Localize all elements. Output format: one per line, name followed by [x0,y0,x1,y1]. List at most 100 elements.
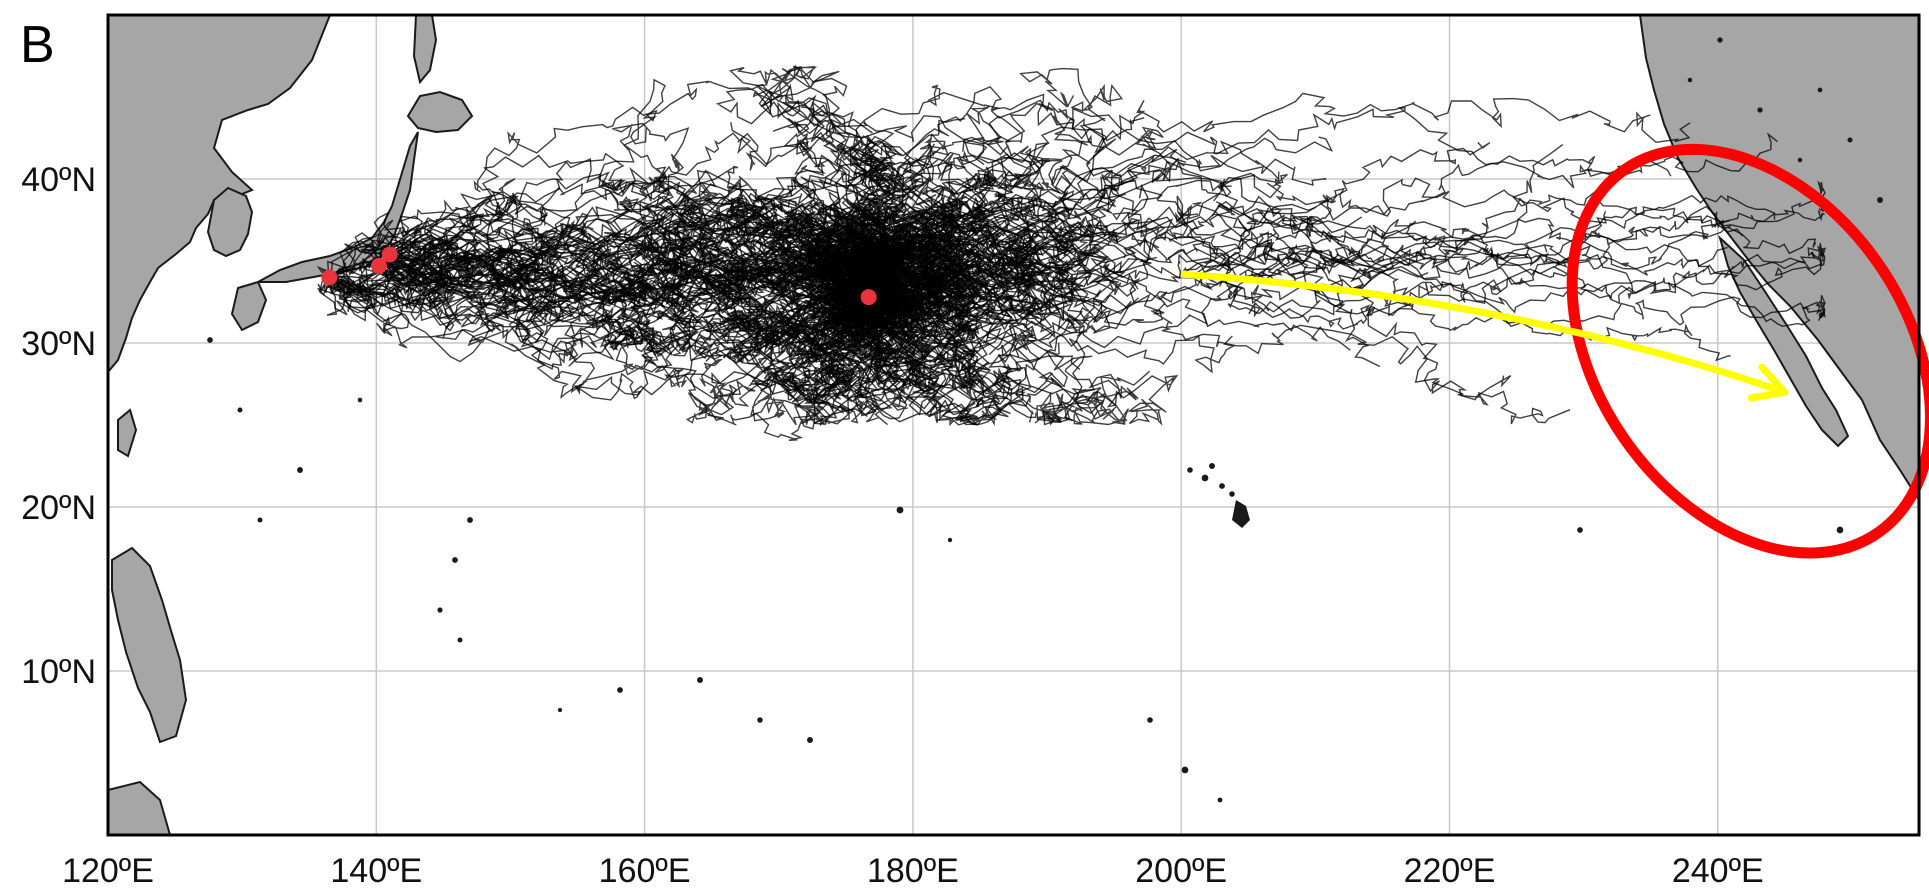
drifter-track [321,206,1199,313]
drifter-track [563,195,860,324]
island-dot [1847,137,1853,143]
island-dot [896,506,904,514]
drifter-track [1182,251,1826,316]
hawaii-big-island [1232,500,1250,528]
drifter-track [1252,205,1730,303]
island-dot [257,517,263,523]
lat-tick-label: 40ºN [21,161,96,199]
japan-kyushu [230,280,268,332]
drifter-track [379,84,1672,268]
lon-tick-label: 220ºE [1404,852,1496,890]
lon-tick-label: 200ºE [1135,852,1227,890]
drifter-track [849,287,1038,373]
lon-tick-label: 140ºE [330,852,422,890]
island-dot [697,677,703,683]
drifter-track [851,202,1139,290]
drifter-track [869,193,1229,392]
drifter-track [378,160,1363,285]
island-dot [437,607,443,613]
island-dot [1757,107,1763,113]
release-points [321,246,877,306]
lon-tick-label: 160ºE [599,852,691,890]
panel-label: B [20,16,55,74]
island-dot [1187,467,1193,473]
island-dot [467,517,473,523]
drifter-track [1192,218,1728,282]
island-dot [1577,527,1583,533]
lon-tick-label: 180ºE [867,852,959,890]
drifter-track [1168,213,1817,264]
island-dot [1817,87,1823,93]
north-america [1638,14,1920,504]
drifter-track [1243,132,1778,241]
island-dot [457,637,463,643]
drifter-track [872,261,990,386]
map-frame [106,13,1921,837]
island-dot [1717,37,1723,43]
island-dot [1219,483,1225,489]
island-dot [237,407,243,413]
asia-mainland [107,14,332,375]
latitude-tick-labels: 40ºN 30ºN 20ºN 10ºN [21,161,96,691]
drifter-track [1251,244,1826,328]
drifter-track [846,289,1032,427]
drifter-tracks [316,64,1827,441]
island-dot [452,557,458,563]
arrow-shaft [1180,270,1786,396]
island-dot [1229,491,1235,497]
release-point-marker [370,257,387,274]
taiwan [117,408,138,458]
release-point-marker [381,246,398,263]
island-dot [1836,526,1844,534]
japan-hokkaido [406,90,474,134]
philippines [111,546,188,744]
drifter-track [1223,237,1823,305]
island-dot [1687,77,1693,83]
island-dot [1797,157,1803,163]
release-point-marker [860,289,877,306]
landmasses [107,14,1920,836]
island-dot [557,707,563,713]
drifter-track [633,261,871,422]
drifter-track [378,256,967,441]
island-dot [1209,463,1215,469]
island-dot [207,337,213,343]
arrow-head [1747,363,1789,402]
lon-tick-label: 120ºE [62,852,154,890]
baja-california [1718,234,1850,448]
island-dot [1147,717,1153,723]
drifter-track [715,65,918,306]
highlight-ellipse [1566,143,1929,559]
drifter-track [779,185,1004,324]
island-dot [357,397,363,403]
map-plot-area [106,13,1929,837]
island-dot [757,717,763,723]
drift-direction-arrow [1180,270,1789,402]
drifter-track [794,94,957,304]
island-dot [947,537,953,543]
drifter-track [327,276,975,409]
lat-tick-label: 30ºN [21,325,96,363]
drifter-track [868,220,1132,334]
drifter-track [328,80,1232,278]
island-dot [1877,197,1883,203]
lon-tick-label: 240ºE [1672,852,1764,890]
small-islands [207,37,1883,803]
island-dot [297,467,303,473]
longitude-tick-labels: 120ºE 140ºE 160ºE 180ºE 200ºE 220ºE 240ºE [62,852,1764,890]
island-dot [1201,474,1209,482]
drifter-track [378,243,834,370]
island-dot [1217,797,1223,803]
island-dot [617,687,623,693]
drifter-track [877,280,1151,426]
release-point-marker [321,269,338,286]
drifter-track [329,226,1139,333]
island-dot [807,737,813,743]
korea-peninsula [206,186,254,258]
lat-tick-label: 20ºN [21,489,96,527]
drifter-track [727,284,906,424]
drifter-track [719,197,886,324]
island-dot [1181,766,1189,774]
lat-tick-label: 10ºN [21,653,96,691]
